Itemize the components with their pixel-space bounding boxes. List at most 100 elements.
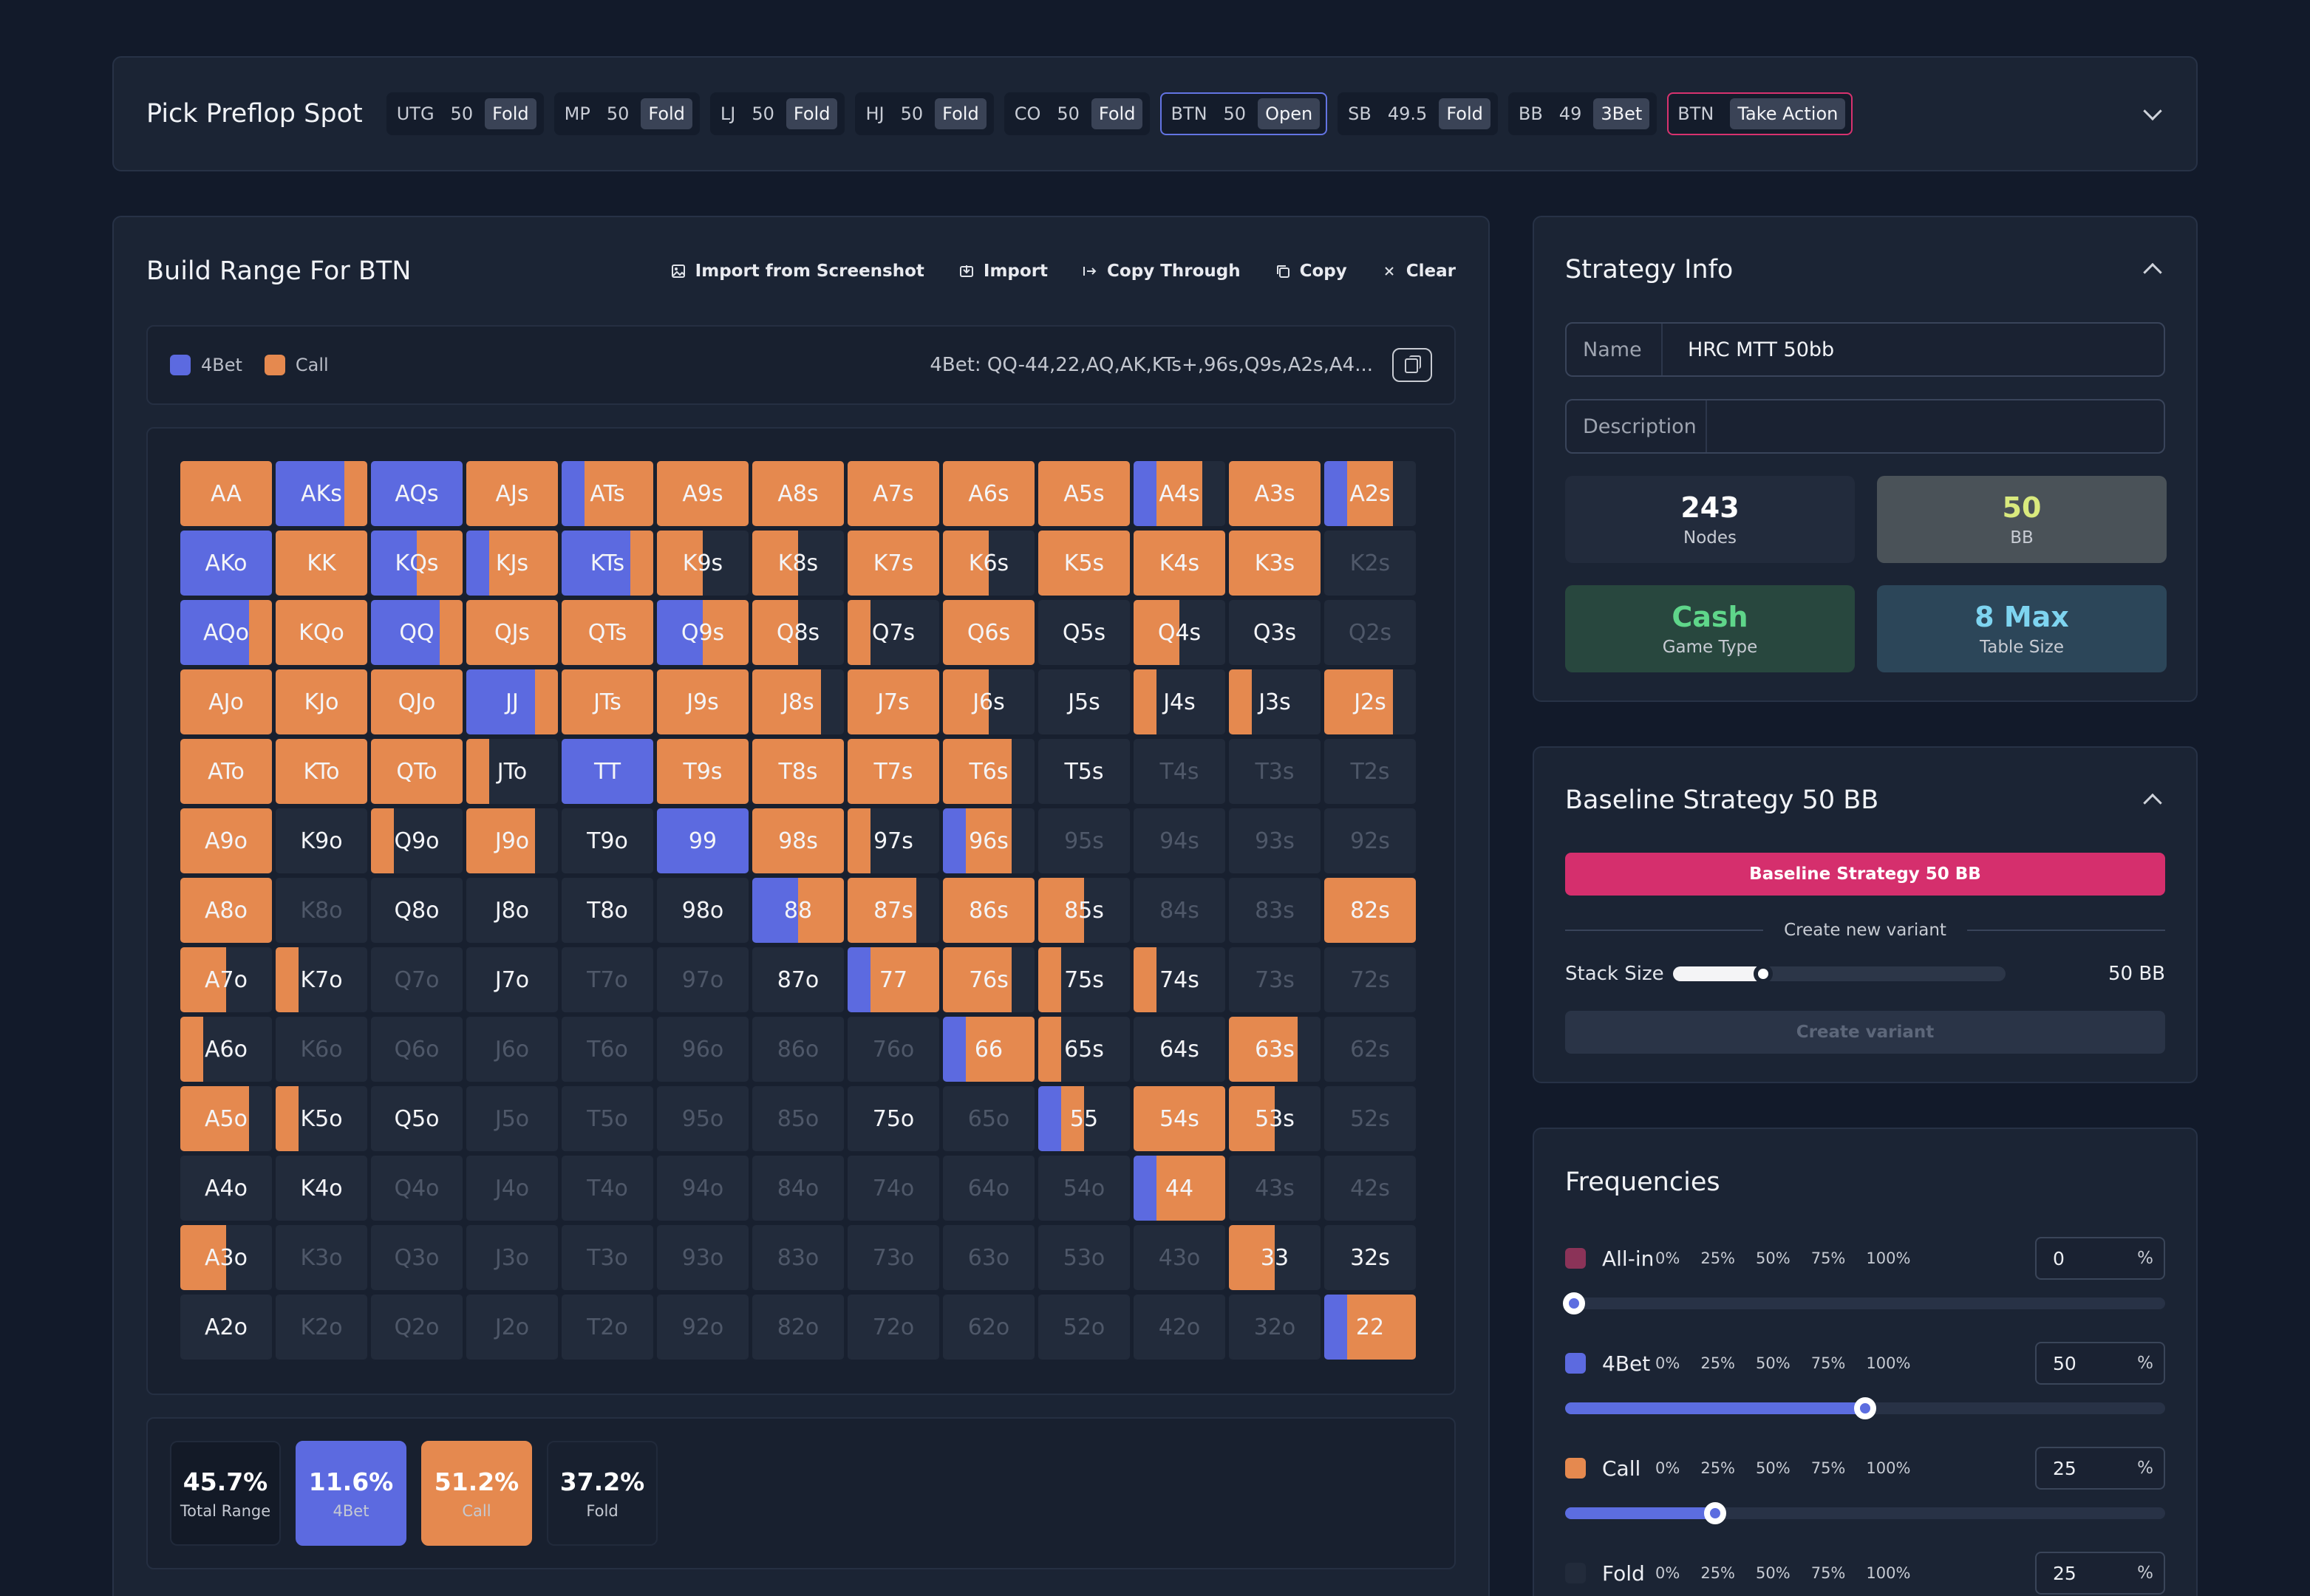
hand-cell-t4o[interactable]: T4o	[562, 1156, 653, 1221]
hand-cell-ako[interactable]: AKo	[180, 531, 272, 596]
hand-cell-k2o[interactable]: K2o	[276, 1295, 367, 1360]
hand-cell-k9o[interactable]: K9o	[276, 808, 367, 873]
hand-cell-83s[interactable]: 83s	[1229, 878, 1321, 943]
spot-chip-co-4[interactable]: CO 50 Fold	[1004, 92, 1151, 135]
copy-range-icon[interactable]	[1392, 348, 1432, 382]
copy-through-button[interactable]: Copy Through	[1082, 262, 1241, 281]
hand-cell-65o[interactable]: 65o	[943, 1086, 1035, 1151]
hand-cell-j2o[interactable]: J2o	[466, 1295, 558, 1360]
hand-cell-q9o[interactable]: Q9o	[371, 808, 463, 873]
frequency-input[interactable]: 0%	[2035, 1237, 2165, 1280]
preset-100-button[interactable]: 100%	[1866, 1354, 1911, 1372]
hand-cell-72s[interactable]: 72s	[1324, 947, 1416, 1012]
hand-cell-66[interactable]: 66	[943, 1017, 1035, 1082]
hand-cell-a8o[interactable]: A8o	[180, 878, 272, 943]
hand-cell-t9s[interactable]: T9s	[657, 739, 749, 804]
hand-cell-q8o[interactable]: Q8o	[371, 878, 463, 943]
preset-100-button[interactable]: 100%	[1866, 1459, 1911, 1477]
hand-cell-q6s[interactable]: Q6s	[943, 600, 1035, 665]
import-from-screenshot-button[interactable]: Import from Screenshot	[670, 262, 924, 281]
hand-cell-32o[interactable]: 32o	[1229, 1295, 1321, 1360]
preset-50-button[interactable]: 50%	[1756, 1564, 1791, 1582]
spot-chip-utg-0[interactable]: UTG 50 Fold	[386, 92, 544, 135]
hand-cell-85o[interactable]: 85o	[752, 1086, 844, 1151]
hand-cell-96o[interactable]: 96o	[657, 1017, 749, 1082]
clear-button[interactable]: Clear	[1381, 262, 1456, 281]
chevron-down-icon[interactable]	[2143, 101, 2162, 121]
hand-cell-t8o[interactable]: T8o	[562, 878, 653, 943]
name-field[interactable]: Name HRC MTT 50bb	[1565, 322, 2165, 377]
hand-cell-t5o[interactable]: T5o	[562, 1086, 653, 1151]
hand-cell-95o[interactable]: 95o	[657, 1086, 749, 1151]
hand-cell-ato[interactable]: ATo	[180, 739, 272, 804]
hand-cell-42s[interactable]: 42s	[1324, 1156, 1416, 1221]
hand-cell-j4s[interactable]: J4s	[1134, 669, 1225, 734]
create-variant-button[interactable]: Create variant	[1565, 1011, 2165, 1054]
copy-button[interactable]: Copy	[1275, 262, 1347, 281]
hand-cell-33[interactable]: 33	[1229, 1225, 1321, 1290]
hand-cell-kjs[interactable]: KJs	[466, 531, 558, 596]
preset-0-button[interactable]: 0%	[1655, 1564, 1680, 1582]
hand-cell-42o[interactable]: 42o	[1134, 1295, 1225, 1360]
chevron-up-icon[interactable]	[2143, 262, 2162, 282]
hand-cell-32s[interactable]: 32s	[1324, 1225, 1416, 1290]
hand-cell-52s[interactable]: 52s	[1324, 1086, 1416, 1151]
hand-cell-q8s[interactable]: Q8s	[752, 600, 844, 665]
hand-cell-84o[interactable]: 84o	[752, 1156, 844, 1221]
hand-cell-t8s[interactable]: T8s	[752, 739, 844, 804]
preset-75-button[interactable]: 75%	[1810, 1564, 1846, 1582]
hand-cell-44[interactable]: 44	[1134, 1156, 1225, 1221]
description-field[interactable]: Description	[1565, 399, 2165, 454]
hand-cell-q7s[interactable]: Q7s	[848, 600, 939, 665]
hand-cell-43o[interactable]: 43o	[1134, 1225, 1225, 1290]
hand-cell-aqo[interactable]: AQo	[180, 600, 272, 665]
frequency-input-value[interactable]: 25	[2053, 1562, 2076, 1584]
hand-cell-q2s[interactable]: Q2s	[1324, 600, 1416, 665]
hand-cell-86o[interactable]: 86o	[752, 1017, 844, 1082]
hand-cell-kto[interactable]: KTo	[276, 739, 367, 804]
hand-cell-j7s[interactable]: J7s	[848, 669, 939, 734]
hand-cell-jts[interactable]: JTs	[562, 669, 653, 734]
hand-cell-a2o[interactable]: A2o	[180, 1295, 272, 1360]
hand-cell-j9o[interactable]: J9o	[466, 808, 558, 873]
chevron-up-icon[interactable]	[2143, 793, 2162, 813]
chip-action[interactable]: Open	[1258, 98, 1321, 129]
hand-cell-t4s[interactable]: T4s	[1134, 739, 1225, 804]
hand-cell-qts[interactable]: QTs	[562, 600, 653, 665]
frequency-input[interactable]: 25%	[2035, 1552, 2165, 1595]
chip-action[interactable]: Fold	[786, 98, 838, 129]
hand-cell-q9s[interactable]: Q9s	[657, 600, 749, 665]
chip-action[interactable]: Take Action	[1730, 98, 1846, 129]
hand-cell-94o[interactable]: 94o	[657, 1156, 749, 1221]
hand-cell-a2s[interactable]: A2s	[1324, 461, 1416, 526]
hand-cell-k4s[interactable]: K4s	[1134, 531, 1225, 596]
hand-cell-k4o[interactable]: K4o	[276, 1156, 367, 1221]
hand-cell-aqs[interactable]: AQs	[371, 461, 463, 526]
hand-cell-75o[interactable]: 75o	[848, 1086, 939, 1151]
hand-cell-t2o[interactable]: T2o	[562, 1295, 653, 1360]
hand-cell-j3s[interactable]: J3s	[1229, 669, 1321, 734]
hand-cell-93o[interactable]: 93o	[657, 1225, 749, 1290]
hand-cell-t3o[interactable]: T3o	[562, 1225, 653, 1290]
hand-cell-92s[interactable]: 92s	[1324, 808, 1416, 873]
hand-cell-64s[interactable]: 64s	[1134, 1017, 1225, 1082]
hand-cell-q3s[interactable]: Q3s	[1229, 600, 1321, 665]
hand-cell-kqo[interactable]: KQo	[276, 600, 367, 665]
hand-cell-a5s[interactable]: A5s	[1038, 461, 1130, 526]
hand-cell-k5s[interactable]: K5s	[1038, 531, 1130, 596]
chip-action[interactable]: Fold	[1439, 98, 1490, 129]
hand-cell-q5o[interactable]: Q5o	[371, 1086, 463, 1151]
frequency-input-value[interactable]: 50	[2053, 1352, 2076, 1374]
hand-cell-j2s[interactable]: J2s	[1324, 669, 1416, 734]
hand-cell-87o[interactable]: 87o	[752, 947, 844, 1012]
hand-cell-62s[interactable]: 62s	[1324, 1017, 1416, 1082]
hand-cell-j4o[interactable]: J4o	[466, 1156, 558, 1221]
preset-75-button[interactable]: 75%	[1810, 1354, 1846, 1372]
hand-cell-97s[interactable]: 97s	[848, 808, 939, 873]
hand-cell-k8o[interactable]: K8o	[276, 878, 367, 943]
hand-cell-q3o[interactable]: Q3o	[371, 1225, 463, 1290]
hand-cell-94s[interactable]: 94s	[1134, 808, 1225, 873]
hand-cell-a6o[interactable]: A6o	[180, 1017, 272, 1082]
preset-25-button[interactable]: 25%	[1700, 1354, 1736, 1372]
hand-cell-63s[interactable]: 63s	[1229, 1017, 1321, 1082]
